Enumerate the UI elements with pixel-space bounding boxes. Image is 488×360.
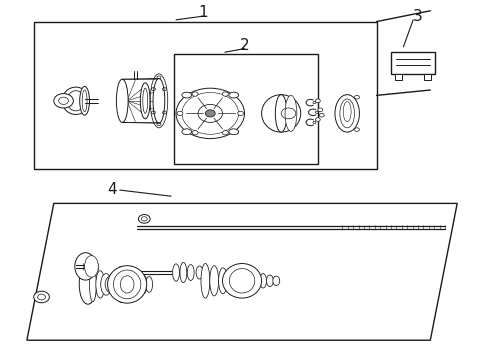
Ellipse shape xyxy=(96,271,104,298)
Ellipse shape xyxy=(201,264,209,298)
Ellipse shape xyxy=(222,264,261,298)
Ellipse shape xyxy=(153,78,164,123)
Text: 3: 3 xyxy=(412,9,422,24)
Circle shape xyxy=(319,113,324,117)
Ellipse shape xyxy=(182,92,191,98)
Circle shape xyxy=(315,118,320,121)
Ellipse shape xyxy=(196,266,203,279)
Bar xyxy=(390,52,434,74)
Ellipse shape xyxy=(182,129,191,135)
Ellipse shape xyxy=(187,265,194,280)
Ellipse shape xyxy=(261,95,300,132)
Ellipse shape xyxy=(228,129,238,135)
Ellipse shape xyxy=(266,275,273,287)
Ellipse shape xyxy=(145,276,152,292)
Circle shape xyxy=(317,108,322,112)
Circle shape xyxy=(54,94,73,108)
Bar xyxy=(34,22,376,169)
Circle shape xyxy=(222,131,228,135)
Ellipse shape xyxy=(228,92,238,98)
Ellipse shape xyxy=(62,87,89,114)
Bar xyxy=(394,74,402,80)
Ellipse shape xyxy=(209,266,218,296)
Circle shape xyxy=(177,111,183,116)
Circle shape xyxy=(315,99,320,103)
Ellipse shape xyxy=(89,267,96,302)
Ellipse shape xyxy=(272,276,279,285)
Ellipse shape xyxy=(107,266,146,303)
Circle shape xyxy=(354,95,359,99)
Ellipse shape xyxy=(180,262,186,283)
Circle shape xyxy=(237,111,243,116)
Circle shape xyxy=(205,110,215,117)
Circle shape xyxy=(192,92,198,96)
Bar xyxy=(173,54,317,164)
Text: 1: 1 xyxy=(198,5,207,20)
Bar xyxy=(423,74,430,80)
Ellipse shape xyxy=(218,268,227,294)
Ellipse shape xyxy=(80,86,89,115)
Ellipse shape xyxy=(140,83,150,119)
Ellipse shape xyxy=(227,270,236,292)
Ellipse shape xyxy=(105,276,118,293)
Circle shape xyxy=(222,92,228,96)
Ellipse shape xyxy=(334,95,359,132)
Ellipse shape xyxy=(84,256,98,277)
Ellipse shape xyxy=(139,275,147,294)
Text: 2: 2 xyxy=(239,37,249,53)
Ellipse shape xyxy=(79,265,97,304)
Ellipse shape xyxy=(172,264,179,281)
Ellipse shape xyxy=(275,95,286,132)
Ellipse shape xyxy=(115,266,127,302)
Bar xyxy=(122,79,159,122)
Ellipse shape xyxy=(101,274,111,295)
Circle shape xyxy=(354,128,359,131)
Ellipse shape xyxy=(116,79,128,122)
Text: 4: 4 xyxy=(107,181,117,197)
Ellipse shape xyxy=(285,95,296,131)
Ellipse shape xyxy=(133,274,141,295)
Circle shape xyxy=(192,131,198,135)
Circle shape xyxy=(34,291,49,303)
Circle shape xyxy=(176,88,244,139)
Circle shape xyxy=(138,215,150,223)
Ellipse shape xyxy=(75,253,96,280)
Ellipse shape xyxy=(259,274,266,288)
